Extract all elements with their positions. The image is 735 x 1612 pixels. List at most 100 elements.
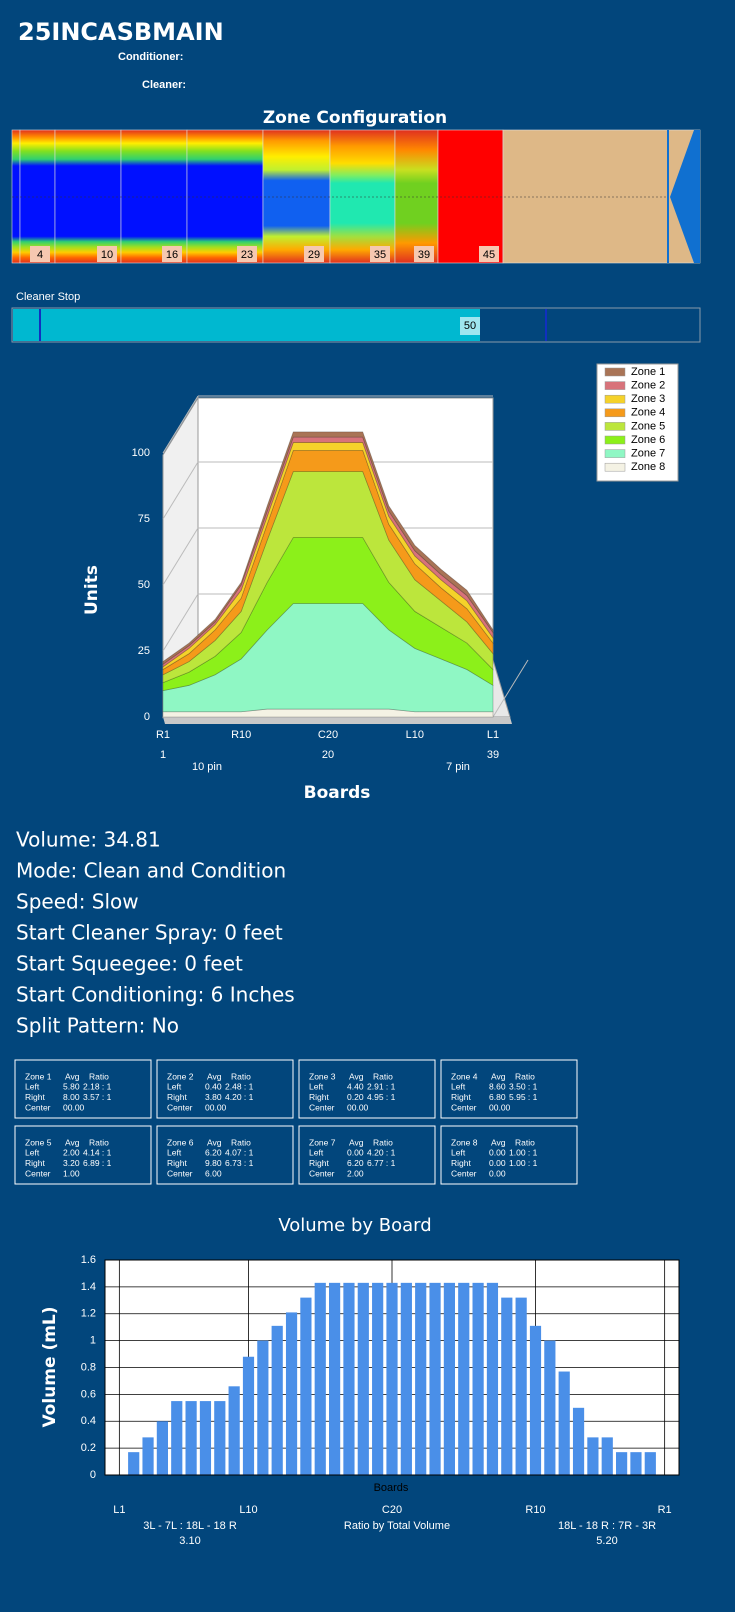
zone-label-box — [414, 246, 434, 262]
grid-line — [162, 527, 199, 586]
zone-column — [19, 129, 56, 264]
table-cell: 6.20 — [347, 1158, 364, 1168]
legend-swatch — [604, 449, 626, 458]
zone-name: Zone 1 — [25, 1071, 52, 1081]
x-tick-label: L1 — [487, 729, 499, 741]
area — [162, 603, 494, 713]
zone-label-box — [30, 246, 50, 262]
y-tick-label: 25 — [138, 645, 150, 657]
area — [162, 431, 494, 665]
zone-label: 45 — [483, 249, 495, 261]
table-cell: 6.73 : 1 — [225, 1158, 254, 1168]
zone-column — [262, 129, 331, 264]
zone-column — [11, 129, 21, 264]
header-cell: Avg — [491, 1071, 506, 1081]
bar — [472, 1282, 484, 1475]
header-cell: Avg — [65, 1071, 80, 1081]
board-number: 1 — [160, 749, 166, 761]
bar — [544, 1340, 556, 1475]
table-cell: 00.00 — [489, 1102, 511, 1112]
board-number: 20 — [322, 749, 334, 761]
y-tick-label: 0 — [144, 711, 150, 723]
bar — [242, 1356, 255, 1475]
bar — [357, 1282, 369, 1475]
zone-column — [120, 129, 188, 264]
x-tick-label: C20 — [318, 729, 338, 741]
bar — [142, 1437, 154, 1475]
bar — [601, 1437, 613, 1475]
table-cell: Right — [25, 1158, 45, 1168]
bar — [343, 1282, 355, 1475]
table-cell: 2.00 — [347, 1168, 364, 1178]
header-cell: Ratio — [373, 1071, 393, 1081]
table-cell: Center — [309, 1102, 335, 1112]
table-cell: 4.20 : 1 — [367, 1147, 396, 1157]
bar — [616, 1452, 628, 1475]
bar — [228, 1386, 240, 1475]
header-cell: Avg — [207, 1071, 222, 1081]
zone-name: Zone 6 — [167, 1137, 194, 1147]
x-tick-label: R1 — [156, 729, 170, 741]
zone-name: Zone 3 — [309, 1071, 336, 1081]
table-cell: 0.00 — [489, 1158, 506, 1168]
bar — [314, 1282, 326, 1475]
bar — [515, 1297, 527, 1475]
legend-swatch — [604, 367, 626, 377]
y-tick-label: 0.4 — [81, 1415, 96, 1427]
table-cell: 8.60 — [489, 1081, 506, 1091]
zone-table-box — [440, 1125, 578, 1185]
legend-label: Zone 5 — [631, 420, 665, 432]
table-cell: 4.95 : 1 — [367, 1092, 396, 1102]
bar — [386, 1282, 398, 1475]
table-cell: 1.00 — [63, 1168, 80, 1178]
cleaner-stop-value: 50 — [464, 320, 476, 332]
footer-center: Ratio by Total Volume — [344, 1520, 450, 1532]
table-cell: 4.20 : 1 — [225, 1092, 254, 1102]
zone-table-box — [156, 1059, 294, 1119]
legend-label: Zone 8 — [631, 461, 665, 473]
table-cell: 3.57 : 1 — [83, 1092, 112, 1102]
bar — [285, 1312, 298, 1475]
bar — [257, 1340, 269, 1475]
cleaner-label: Cleaner: — [142, 79, 186, 91]
x-axis-label: Boards — [374, 1482, 409, 1494]
bar — [529, 1325, 542, 1475]
table-cell: 2.48 : 1 — [225, 1081, 254, 1091]
bar — [572, 1407, 585, 1475]
legend-swatch — [604, 408, 626, 418]
legend-label: Zone 6 — [631, 434, 665, 446]
header-cell: Ratio — [89, 1071, 109, 1081]
bar — [486, 1282, 499, 1475]
setting-line: Start Conditioning: 6 Inches — [16, 983, 295, 1007]
table-cell: Right — [451, 1158, 471, 1168]
header-cell: Ratio — [231, 1071, 251, 1081]
table-cell: 5.95 : 1 — [509, 1092, 538, 1102]
zone-table-box — [298, 1059, 436, 1119]
plot-border — [104, 1259, 680, 1476]
table-cell: Right — [167, 1158, 187, 1168]
bar — [443, 1282, 455, 1475]
footer-right-value: 5.20 — [596, 1535, 617, 1547]
footer-left: 3L - 7L : 18L - 18 R — [143, 1520, 237, 1532]
y-tick-label: 1.4 — [81, 1281, 96, 1293]
bar — [300, 1297, 312, 1475]
x-tick-label: R10 — [231, 729, 251, 741]
grid-line — [162, 461, 199, 520]
zone-name: Zone 2 — [167, 1071, 194, 1081]
table-cell: Right — [309, 1158, 329, 1168]
footer-right: 18L - 18 R : 7R - 3R — [558, 1520, 656, 1532]
table-cell: 8.00 — [63, 1092, 80, 1102]
table-cell: Center — [25, 1168, 51, 1178]
bar — [415, 1282, 427, 1475]
legend-label: Zone 7 — [631, 448, 665, 460]
y-tick-label: 0.8 — [81, 1361, 96, 1373]
table-cell: 0.20 — [347, 1092, 364, 1102]
zone-label-box — [97, 246, 117, 262]
table-cell: Right — [167, 1092, 187, 1102]
settings: Volume: 34.81 Mode: Clean and Condition Sp… — [16, 828, 295, 1038]
table-cell: 5.80 — [63, 1081, 80, 1091]
table-cell: 4.14 : 1 — [83, 1147, 112, 1157]
table-cell: 6.89 : 1 — [83, 1158, 112, 1168]
setting-line: Volume: 34.81 — [16, 828, 161, 852]
setting-line: Speed: Slow — [16, 890, 139, 914]
